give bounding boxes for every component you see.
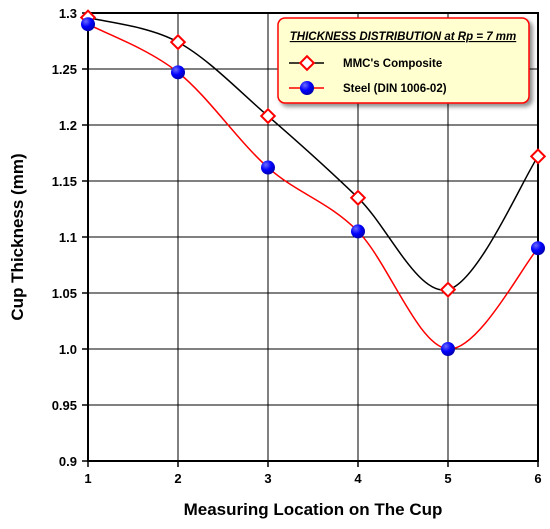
- x-tick-label: 6: [534, 471, 541, 486]
- y-axis-title: Cup Thickness (mm): [8, 153, 27, 320]
- x-axis-title: Measuring Location on The Cup: [184, 500, 443, 519]
- data-point: [261, 160, 275, 175]
- data-point: [81, 17, 95, 32]
- data-point: [169, 33, 187, 51]
- data-point: [351, 224, 365, 239]
- data-point: [349, 189, 367, 207]
- data-point: [439, 281, 457, 298]
- data-point: [171, 65, 185, 80]
- data-point: [531, 241, 545, 256]
- legend-marker-composite: [298, 54, 316, 72]
- legend-title: THICKNESS DISTRIBUTION at Rp = 7 mm: [290, 31, 517, 43]
- x-tick-label: 4: [354, 471, 362, 486]
- series-2: [81, 17, 545, 356]
- y-tick-label: 1.2: [59, 118, 77, 133]
- x-tick-label: 3: [264, 471, 271, 486]
- data-point: [259, 107, 277, 125]
- y-tick-label: 1.1: [59, 230, 77, 245]
- x-tick-label: 1: [84, 471, 91, 486]
- y-tick-label: 1.25: [52, 62, 77, 77]
- y-tick-label: 0.95: [52, 398, 77, 413]
- legend-label-composite: MMC's Composite: [343, 58, 442, 70]
- y-tick-label: 1.0: [59, 342, 77, 357]
- data-point: [441, 342, 455, 356]
- series-layer: [79, 9, 547, 356]
- y-tick-label: 1.05: [52, 286, 77, 301]
- y-tick-label: 1.3: [59, 6, 77, 21]
- legend-label-steel: Steel (DIN 1006-02): [343, 83, 447, 95]
- legend: THICKNESS DISTRIBUTION at Rp = 7 mm MMC'…: [277, 17, 530, 104]
- y-tick-label: 1.15: [52, 174, 77, 189]
- y-axis-ticks: 0.9 0.95 1.0 1.05 1.1 1.15 1.2 1.25 1.3: [52, 6, 88, 469]
- legend-marker-steel: [300, 81, 314, 95]
- x-tick-label: 5: [444, 471, 451, 486]
- x-tick-label: 2: [174, 471, 181, 486]
- data-point: [529, 148, 547, 165]
- x-axis-ticks: 1 2 3 4 5 6: [84, 461, 542, 486]
- y-tick-label: 0.9: [59, 454, 77, 469]
- legend-box: [277, 17, 530, 104]
